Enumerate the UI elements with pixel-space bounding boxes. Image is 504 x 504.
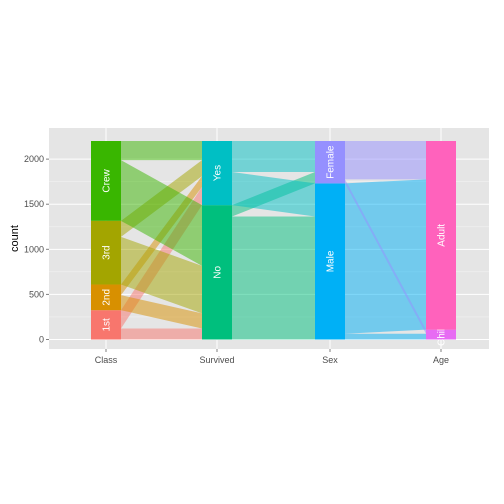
y-tick-label: 500 [29,289,44,299]
y-tick-label: 0 [39,335,44,345]
stratum-label-female: Female [326,145,337,179]
stratum-label-yes: Yes [213,165,224,181]
x-axis: Class Survived Sex Age [95,349,449,365]
stratum-label-no: No [213,265,224,278]
flow-class-crew-to-yes [121,141,202,160]
stratum-label-crew: Crew [102,168,113,192]
flow-class-1st-to-no [121,328,202,339]
flow-survived-yes-to-female [232,141,315,172]
stratum-label-1st: 1st [102,318,113,332]
flow-sex-female-to-adult [345,141,426,179]
y-axis: 0 500 1000 1500 2000 [24,154,49,344]
stratum-label-adult: Adult [437,224,448,247]
flow-survived-no-to-male [232,216,315,339]
x-tick-label-sex: Sex [322,355,338,365]
x-tick-label-survived: Survived [199,355,234,365]
x-tick-label-class: Class [95,355,118,365]
x-tick-label-age: Age [433,355,449,365]
y-tick-label: 1500 [24,199,44,209]
stratum-label-3rd: 3rd [102,245,113,259]
y-tick-label: 2000 [24,154,44,164]
stratum-label-2nd: 2nd [102,289,113,306]
stratum-label-male: Male [326,250,337,272]
y-tick-label: 1000 [24,244,44,254]
y-axis-title: count [9,225,21,252]
flow-sex-male-to-child [345,334,426,340]
